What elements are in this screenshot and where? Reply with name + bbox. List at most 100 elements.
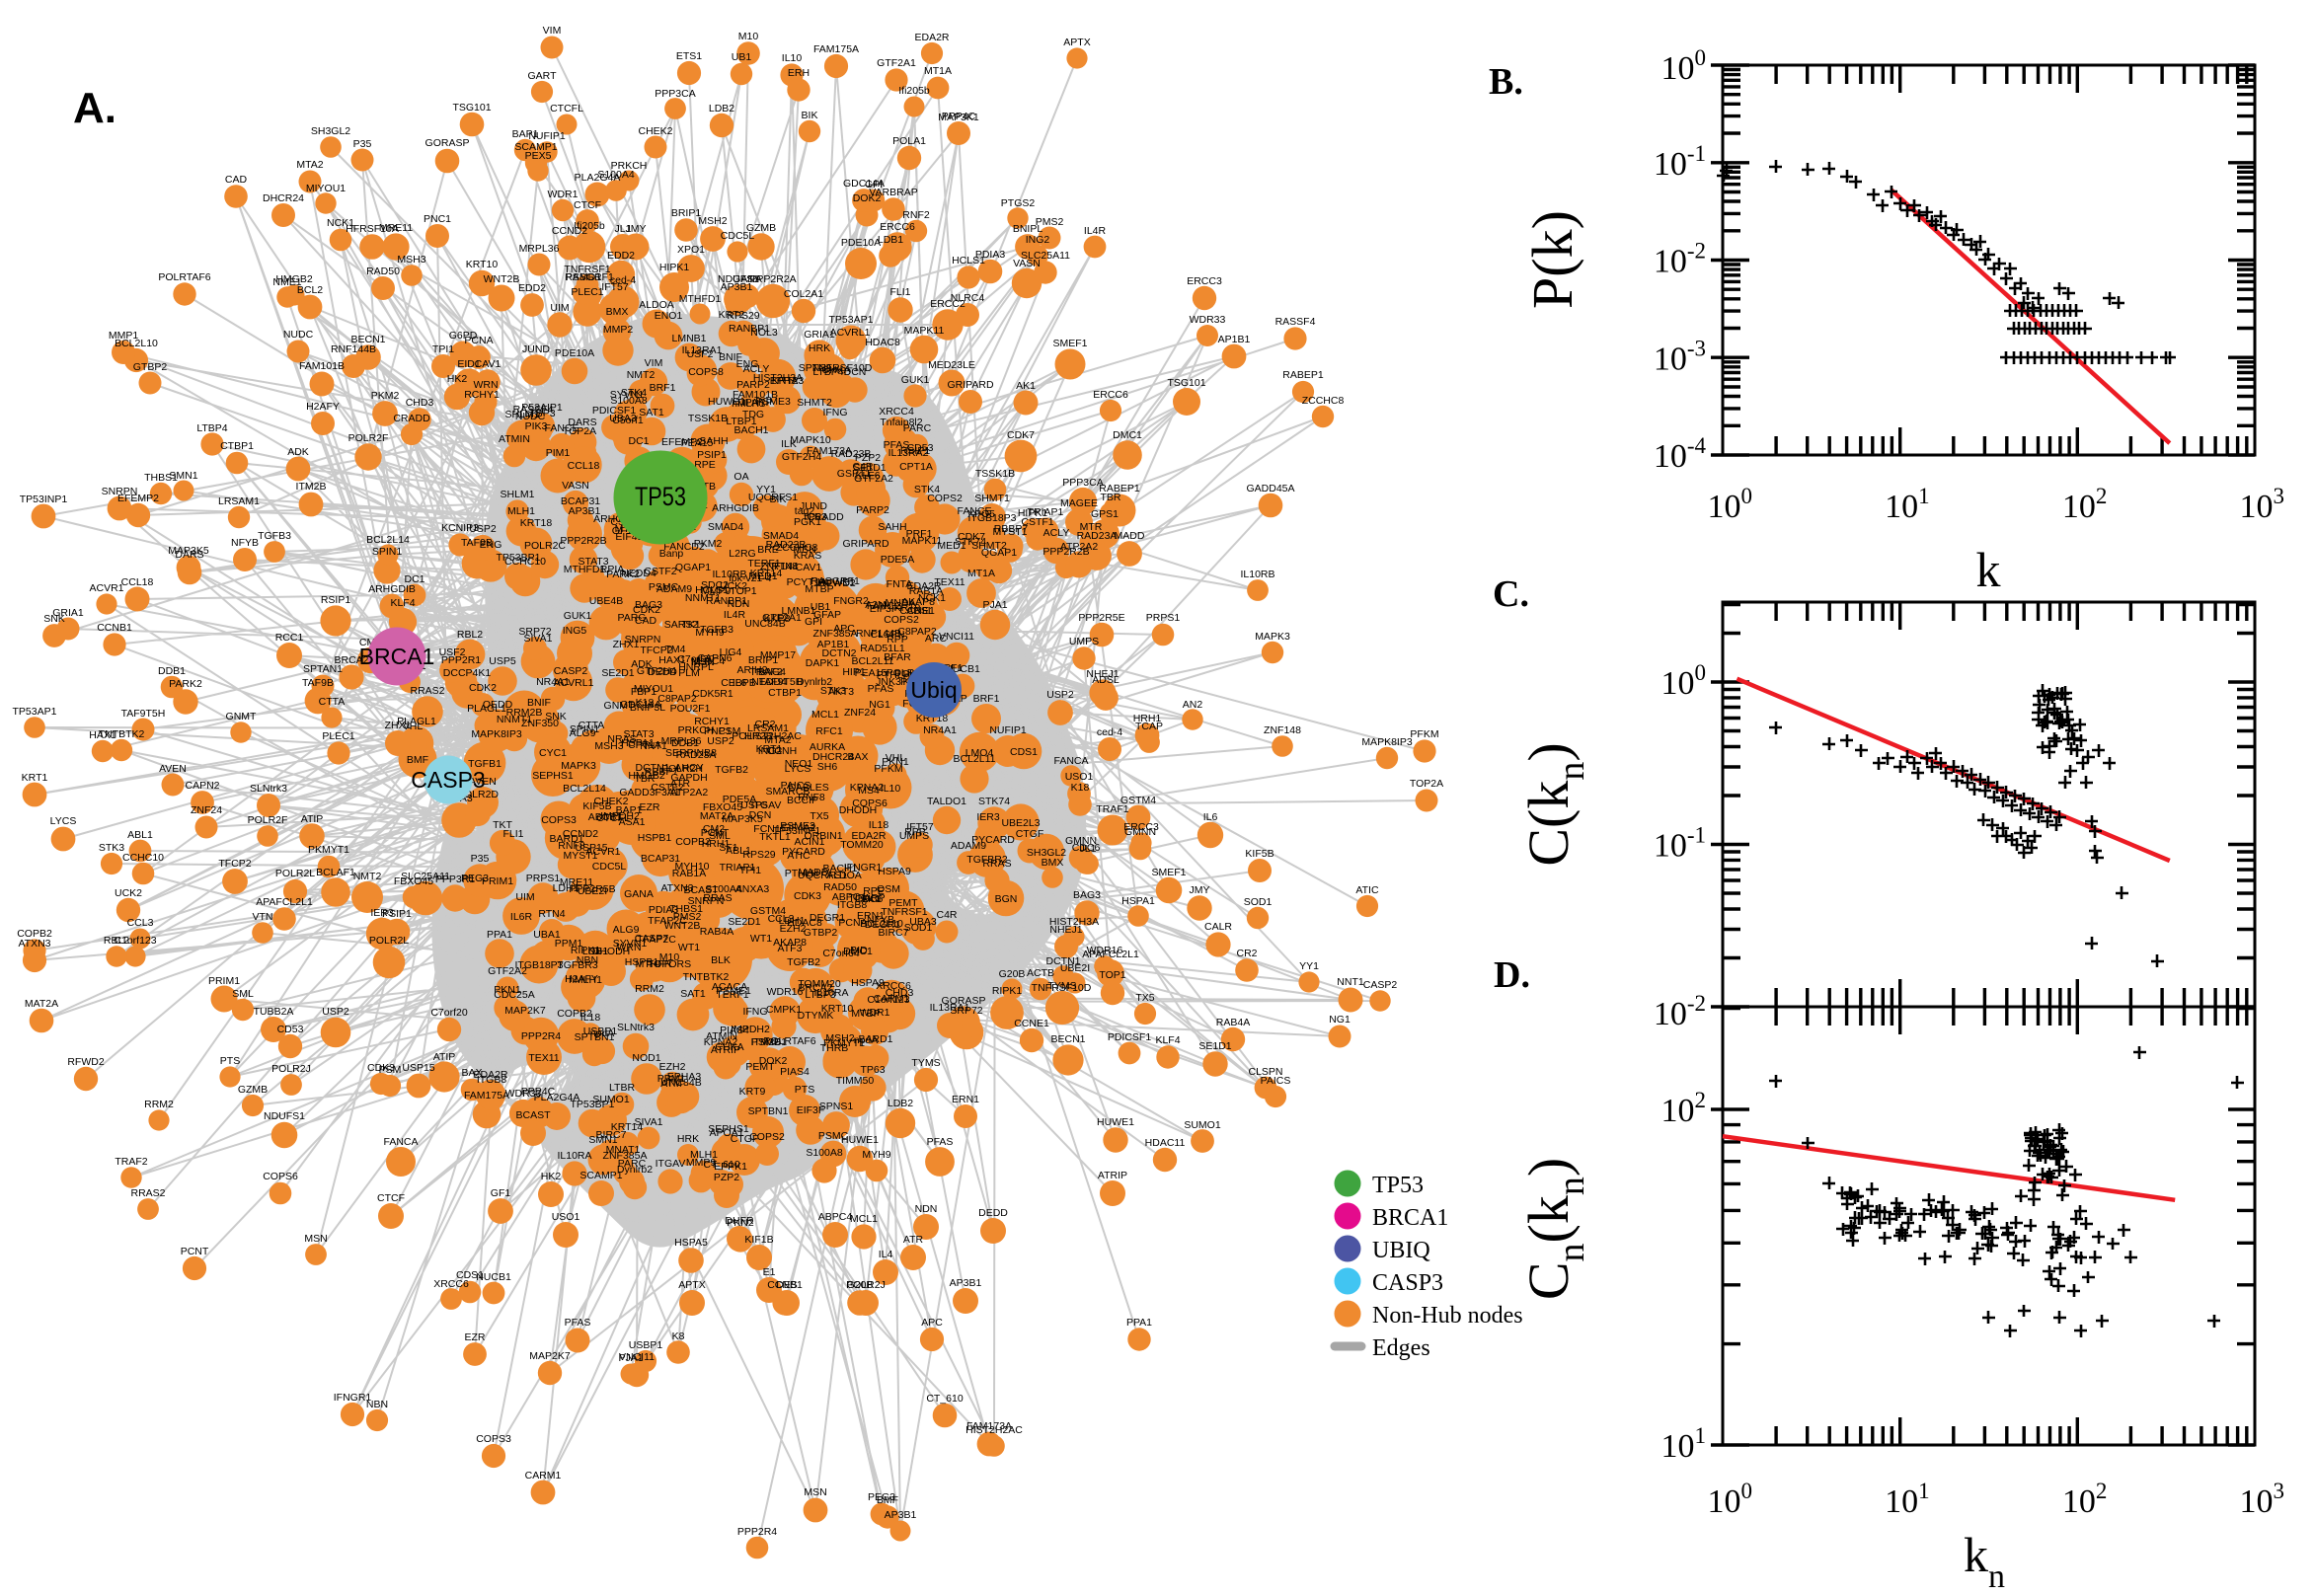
- svg-text:APTX: APTX: [1063, 37, 1090, 48]
- svg-text:RASSF4: RASSF4: [1275, 316, 1316, 328]
- svg-text:CTGF: CTGF: [1016, 828, 1044, 840]
- svg-text:G6PD: G6PD: [449, 330, 478, 342]
- svg-text:VNCI11: VNCI11: [619, 1351, 655, 1363]
- svg-text:BAX: BAX: [847, 751, 868, 763]
- svg-text:MYST1: MYST1: [563, 850, 597, 862]
- svg-text:HIPK1: HIPK1: [1018, 507, 1048, 519]
- svg-text:Non-Hub nodes: Non-Hub nodes: [1372, 1303, 1523, 1329]
- svg-text:BCCIP: BCCIP: [787, 795, 818, 806]
- svg-text:RBBP7: RBBP7: [645, 766, 679, 778]
- svg-text:SPNS1: SPNS1: [819, 1101, 854, 1112]
- svg-text:MSH2: MSH2: [698, 215, 727, 227]
- svg-text:NBN: NBN: [366, 1399, 388, 1410]
- svg-text:RSIP1: RSIP1: [321, 594, 351, 606]
- svg-text:NRAS: NRAS: [607, 733, 636, 745]
- svg-text:THRB: THRB: [820, 1042, 849, 1054]
- svg-text:BNIF: BNIF: [527, 697, 551, 709]
- svg-text:FANCD2: FANCD2: [663, 541, 705, 553]
- svg-text:IL10RB: IL10RB: [1240, 569, 1274, 580]
- svg-text:OEDD: OEDD: [483, 699, 513, 711]
- svg-text:SMEF1: SMEF1: [1151, 867, 1186, 878]
- svg-text:SAT1: SAT1: [680, 988, 706, 1000]
- svg-text:C.: C.: [1493, 573, 1529, 615]
- svg-text:IER3: IER3: [370, 907, 394, 919]
- svg-text:IL10: IL10: [782, 52, 803, 64]
- svg-text:SML: SML: [709, 830, 731, 842]
- svg-text:RASSF4: RASSF4: [513, 404, 554, 416]
- svg-text:DC1: DC1: [404, 573, 425, 585]
- svg-text:MMP9: MMP9: [686, 1157, 716, 1169]
- svg-text:ZNF385A: ZNF385A: [603, 1150, 648, 1162]
- svg-text:PLEC1: PLEC1: [322, 730, 354, 742]
- svg-text:KRT9: KRT9: [739, 1086, 766, 1098]
- svg-text:PSME3: PSME3: [780, 820, 815, 832]
- svg-text:MAT2A: MAT2A: [700, 810, 733, 822]
- svg-text:TERF1: TERF1: [716, 989, 748, 1001]
- svg-text:NLRC4: NLRC4: [691, 655, 726, 667]
- svg-text:USP5: USP5: [489, 655, 516, 667]
- svg-text:UBE2L3: UBE2L3: [1001, 817, 1040, 829]
- svg-text:ZNF385A: ZNF385A: [813, 628, 858, 640]
- svg-text:PDE5A: PDE5A: [881, 554, 914, 566]
- svg-text:MYH9: MYH9: [862, 1149, 890, 1161]
- svg-text:DCTN1: DCTN1: [1045, 955, 1080, 967]
- svg-text:UQCRFS1: UQCRFS1: [748, 492, 798, 503]
- svg-text:HIST2H2AC: HIST2H2AC: [965, 1424, 1023, 1436]
- svg-text:TGFB2: TGFB2: [787, 956, 820, 968]
- svg-text:PDE10A: PDE10A: [841, 237, 881, 249]
- svg-text:EDA2R: EDA2R: [906, 580, 941, 592]
- svg-text:RPP: RPP: [904, 826, 926, 838]
- svg-text:ZCCHC8: ZCCHC8: [776, 542, 818, 554]
- svg-text:LDB1: LDB1: [582, 946, 608, 957]
- svg-text:JNK3: JNK3: [876, 676, 901, 688]
- svg-text:ATXN3: ATXN3: [18, 938, 50, 950]
- svg-text:WT1: WT1: [750, 933, 772, 945]
- svg-text:PPP3R1: PPP3R1: [435, 874, 475, 885]
- svg-text:POLR2F: POLR2F: [248, 814, 288, 826]
- svg-text:CAPN2: CAPN2: [185, 780, 219, 792]
- svg-text:VARBRAP: VARBRAP: [869, 187, 917, 198]
- svg-text:RAD23B: RAD23B: [766, 539, 807, 551]
- svg-text:GADD45A: GADD45A: [1246, 483, 1294, 494]
- svg-text:DES: DES: [776, 1279, 798, 1291]
- svg-text:WT1: WT1: [678, 942, 700, 953]
- svg-text:SERPINB8: SERPINB8: [665, 747, 717, 759]
- svg-text:COPS3: COPS3: [541, 814, 577, 826]
- svg-text:MSN: MSN: [793, 544, 815, 556]
- svg-text:RASGRF1: RASGRF1: [811, 575, 860, 587]
- svg-text:CT_610: CT_610: [926, 1393, 964, 1405]
- svg-text:MTA2: MTA2: [764, 734, 791, 746]
- svg-text:CCHC10: CCHC10: [122, 852, 164, 864]
- svg-text:RCHY1: RCHY1: [694, 716, 730, 727]
- svg-text:YY1: YY1: [1299, 960, 1319, 972]
- svg-text:SNRPN: SNRPN: [625, 634, 661, 646]
- svg-text:LIG4: LIG4: [720, 646, 742, 658]
- svg-text:PRKCH: PRKCH: [678, 724, 715, 736]
- svg-text:AN2: AN2: [1183, 699, 1203, 711]
- svg-text:SE1D1: SE1D1: [1198, 1040, 1231, 1052]
- svg-text:EIF3F: EIF3F: [870, 603, 898, 615]
- svg-text:CALR: CALR: [1204, 921, 1232, 933]
- svg-text:PPP2R4: PPP2R4: [737, 1526, 777, 1538]
- svg-text:MRPL36: MRPL36: [519, 243, 560, 255]
- svg-text:GTF2A2: GTF2A2: [854, 473, 893, 485]
- svg-text:CR2: CR2: [754, 719, 775, 730]
- svg-text:HUWE1: HUWE1: [708, 396, 745, 408]
- svg-text:NUFIP1: NUFIP1: [528, 130, 566, 142]
- svg-text:PEG3: PEG3: [461, 873, 489, 884]
- svg-text:SNK: SNK: [43, 613, 65, 625]
- svg-text:CAV1: CAV1: [796, 562, 822, 573]
- svg-text:MSN: MSN: [691, 656, 714, 668]
- svg-text:BCL2L10: BCL2L10: [860, 918, 903, 930]
- svg-text:BECN1: BECN1: [1050, 1033, 1085, 1045]
- svg-text:KRT10: KRT10: [466, 259, 499, 270]
- svg-text:CDC5L: CDC5L: [721, 230, 755, 242]
- svg-text:ALDOA: ALDOA: [639, 299, 674, 311]
- svg-text:SNK: SNK: [545, 711, 567, 722]
- svg-text:JL1: JL1: [615, 223, 632, 235]
- svg-text:ATR: ATR: [903, 1234, 924, 1246]
- svg-text:PLA2G4A: PLA2G4A: [575, 172, 621, 184]
- svg-text:QGAP1: QGAP1: [981, 547, 1017, 559]
- svg-text:CASP3: CASP3: [1372, 1270, 1443, 1296]
- svg-text:FAM175A: FAM175A: [813, 43, 859, 55]
